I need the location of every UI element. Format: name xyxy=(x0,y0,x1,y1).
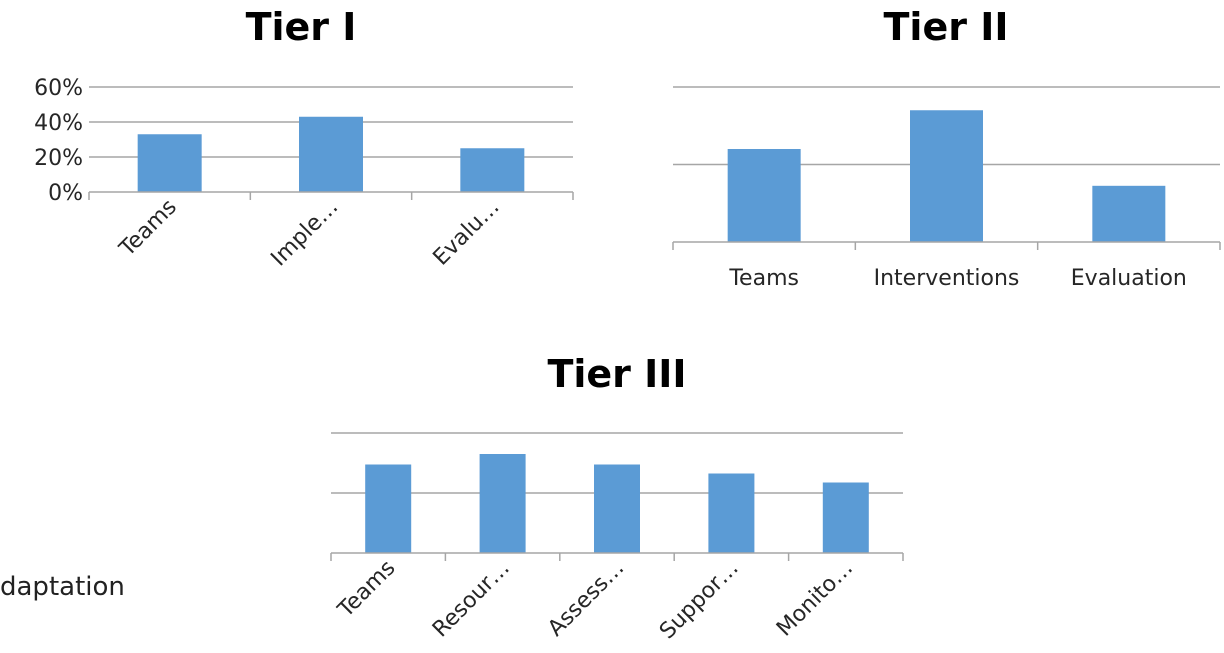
bar xyxy=(708,473,755,553)
chart-title: Tier II xyxy=(884,5,1009,49)
partial-text: daptation xyxy=(0,572,125,602)
chart-tier-2: Tier II Teams Interventions Evaluation xyxy=(672,5,1221,291)
category-label: Evaluation xyxy=(1071,266,1187,291)
chart-title: Tier I xyxy=(246,5,357,49)
y-tick-label: 0% xyxy=(48,181,83,206)
chart-title: Tier III xyxy=(547,352,686,396)
category-label: Monito… xyxy=(772,556,858,642)
category-label: Resour… xyxy=(428,556,515,643)
y-tick-label: 60% xyxy=(34,76,83,101)
category-label: Teams xyxy=(114,195,182,263)
y-tick-label: 40% xyxy=(34,111,83,136)
chart-tier-1: Tier I 0% 20% 40% 60% Teams Imple… Evalu… xyxy=(34,5,574,272)
y-axis-ticks: 0% 20% 40% 60% xyxy=(34,76,83,206)
bar xyxy=(365,464,412,553)
bar xyxy=(479,454,526,553)
bar xyxy=(299,116,363,192)
category-label: Suppor… xyxy=(655,556,744,645)
category-label: Assess… xyxy=(543,556,629,642)
bar xyxy=(727,149,801,242)
bars xyxy=(137,116,525,192)
category-labels: Teams Resour… Assess… Suppor… Monito… xyxy=(333,556,858,645)
bar xyxy=(1092,185,1166,242)
chart-tier-3: Tier III Teams Resour… Assess… Suppor… Monit… xyxy=(330,352,904,645)
bar xyxy=(594,464,640,553)
bars xyxy=(365,454,869,553)
x-axis xyxy=(88,191,574,200)
category-labels: Teams Interventions Evaluation xyxy=(728,266,1187,291)
y-tick-label: 20% xyxy=(34,146,83,171)
bar xyxy=(910,110,983,242)
category-label: Teams xyxy=(728,266,799,291)
bar xyxy=(460,148,525,192)
bars xyxy=(727,110,1166,242)
bar xyxy=(137,134,202,192)
category-label: Teams xyxy=(333,556,401,624)
bar xyxy=(822,482,869,553)
x-axis xyxy=(672,241,1221,250)
category-label: Interventions xyxy=(874,266,1020,291)
x-axis xyxy=(330,552,904,561)
category-label: Imple… xyxy=(266,195,343,272)
category-label: Evalu… xyxy=(429,195,505,271)
category-labels: Teams Imple… Evalu… xyxy=(114,195,504,272)
